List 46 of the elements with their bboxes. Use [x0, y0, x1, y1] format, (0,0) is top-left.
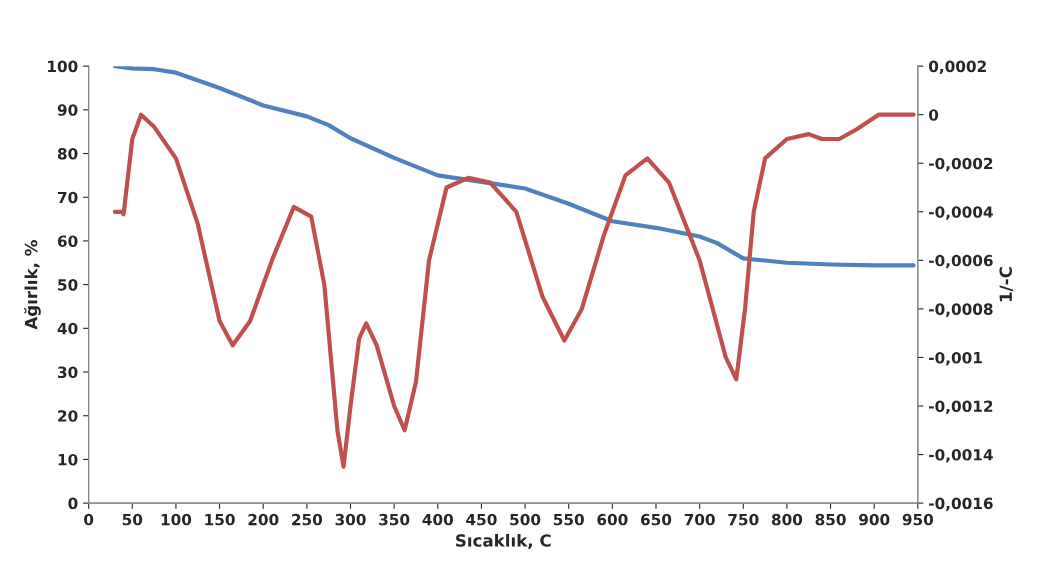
x-tick-label: 100 — [161, 513, 192, 526]
y2-tick-label: -0,0004 — [929, 206, 993, 220]
y-tick-label: 70 — [58, 191, 78, 204]
x-tick-label: 550 — [553, 513, 584, 526]
x-tick-label: 500 — [510, 513, 541, 526]
y2-tick-label: -0,0016 — [929, 497, 993, 512]
y2-axis-title: 1/-C — [999, 267, 1014, 302]
x-tick-label: 850 — [815, 513, 846, 526]
x-tick-label: 150 — [205, 513, 235, 526]
y2-tick-label: -0,001 — [929, 351, 982, 366]
y-tick-label: 60 — [57, 235, 78, 247]
y-tick-label: 90 — [57, 104, 78, 116]
y2-tick-label: -0,0006 — [929, 254, 993, 269]
x-tick-label: 700 — [684, 513, 715, 526]
x-tick-label: 450 — [466, 513, 497, 526]
x-axis-title: Sıcaklık, C — [456, 533, 551, 549]
y-axis-title: Ağırlık, % — [24, 240, 41, 330]
y-tick-label: 80 — [57, 147, 78, 160]
y-tick-label: 0 — [68, 497, 78, 510]
x-tick-label: 750 — [728, 513, 759, 526]
y2-tick-label: -0,0012 — [929, 400, 993, 414]
y2-tick-label: 0,0002 — [928, 60, 986, 75]
x-tick-label: 350 — [379, 513, 410, 526]
x-tick-label: 650 — [640, 513, 672, 526]
x-tick-label: 900 — [859, 513, 890, 526]
x-tick-label: 300 — [335, 513, 366, 526]
x-tick-label: 200 — [248, 513, 279, 526]
y-tick-label: 10 — [58, 453, 78, 466]
y-tick-label: 100 — [48, 60, 78, 73]
y-tick-label: 30 — [58, 366, 78, 379]
x-tick-label: 400 — [422, 513, 453, 526]
y2-tick-label: -0,0008 — [929, 303, 993, 317]
y2-tick-label: -0,0014 — [929, 449, 993, 463]
x-tick-label: 250 — [292, 513, 323, 526]
x-tick-label: 50 — [122, 513, 143, 526]
x-tick-label: 800 — [771, 513, 803, 526]
y2-tick-label: -0,0002 — [929, 157, 993, 172]
line-series — [112, 112, 916, 469]
x-tick-label: 0 — [84, 513, 94, 526]
y2-tick-label: 0 — [928, 109, 939, 121]
y-tick-label: 40 — [57, 322, 78, 335]
y-tick-label: 50 — [58, 279, 78, 291]
y-tick-label: 20 — [58, 410, 78, 422]
line-series — [112, 66, 916, 268]
x-tick-label: 600 — [597, 513, 628, 526]
x-tick-label: 950 — [902, 513, 934, 526]
